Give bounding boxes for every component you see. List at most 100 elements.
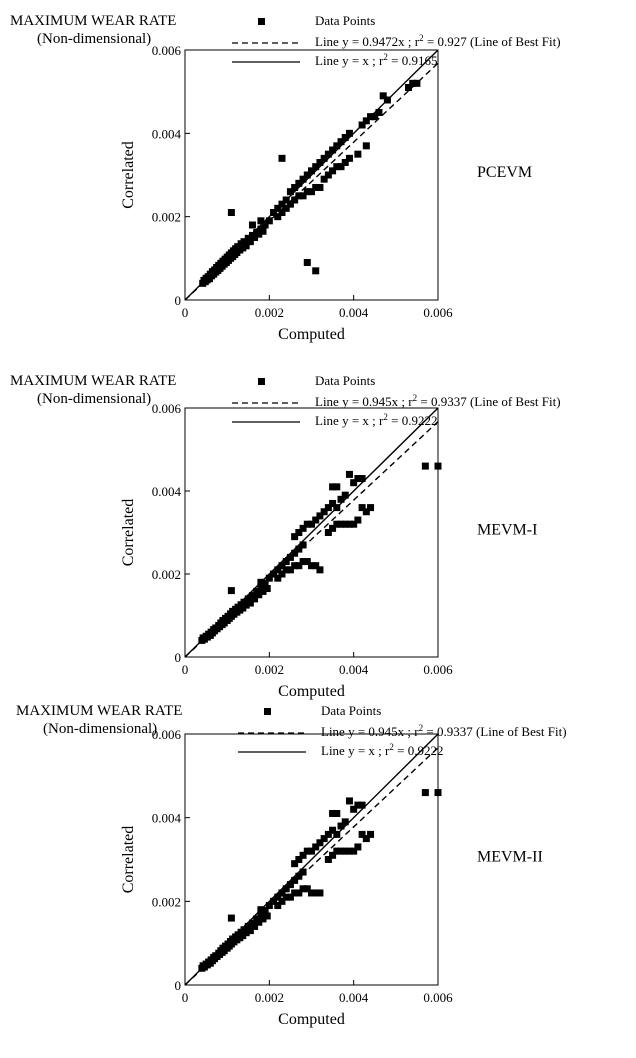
data-point bbox=[421, 462, 429, 470]
data-point bbox=[303, 188, 311, 196]
data-point bbox=[291, 876, 299, 884]
data-point bbox=[295, 562, 303, 570]
data-point bbox=[246, 599, 254, 607]
data-point bbox=[255, 230, 263, 238]
data-point bbox=[345, 154, 353, 162]
data-point bbox=[341, 520, 349, 528]
data-point bbox=[316, 159, 324, 166]
y-axis-label: Correlated bbox=[120, 826, 137, 894]
data-point bbox=[261, 907, 269, 915]
data-point bbox=[324, 171, 332, 179]
data-point bbox=[278, 154, 286, 162]
data-point bbox=[333, 830, 341, 838]
chart-subtitle: (Non-dimensional) bbox=[43, 721, 157, 737]
best-fit-line bbox=[185, 421, 438, 657]
data-point bbox=[316, 184, 324, 191]
x-tick-label: 0.004 bbox=[339, 662, 369, 677]
data-point bbox=[291, 196, 299, 204]
data-point bbox=[278, 200, 286, 208]
data-point bbox=[303, 558, 311, 566]
data-point bbox=[248, 221, 256, 229]
data-point bbox=[257, 583, 265, 591]
data-point bbox=[308, 889, 315, 897]
data-point bbox=[434, 462, 442, 470]
data-point bbox=[312, 562, 320, 570]
data-point bbox=[333, 504, 341, 512]
data-point bbox=[312, 163, 320, 171]
data-point bbox=[282, 558, 290, 566]
data-point bbox=[350, 847, 358, 855]
legend-label-identity-text: Line y = x ; r bbox=[315, 53, 384, 68]
data-point bbox=[299, 868, 307, 876]
legend-label-best-fit-sup: 2 bbox=[419, 33, 424, 43]
best-fit-line bbox=[185, 747, 438, 985]
y-tick-label: 0 bbox=[175, 978, 182, 993]
data-point bbox=[358, 504, 366, 512]
data-point bbox=[259, 587, 267, 595]
plot-frame bbox=[184, 49, 439, 301]
data-point bbox=[282, 885, 290, 893]
data-point bbox=[251, 922, 259, 930]
data-point bbox=[259, 915, 267, 923]
legend-label-best-fit-text: Line y = 0.945x ; r bbox=[315, 394, 413, 409]
data-point bbox=[312, 843, 320, 851]
data-point bbox=[362, 835, 370, 843]
data-point bbox=[350, 520, 358, 528]
data-point bbox=[329, 851, 337, 859]
data-point bbox=[242, 601, 250, 609]
data-point bbox=[286, 188, 294, 196]
data-point bbox=[251, 595, 259, 603]
data-point bbox=[324, 529, 332, 536]
data-point bbox=[337, 847, 345, 855]
data-point bbox=[295, 179, 303, 187]
data-point bbox=[367, 830, 375, 838]
legend-label-best-fit-sup: 2 bbox=[419, 723, 424, 733]
data-point bbox=[282, 196, 290, 204]
data-point bbox=[350, 805, 358, 813]
legend-label-identity-rest: = 0.9222 bbox=[394, 743, 444, 758]
data-point bbox=[299, 558, 307, 566]
panel-label: PCEVM bbox=[477, 164, 532, 181]
data-point bbox=[312, 267, 320, 275]
data-point bbox=[333, 483, 341, 491]
data-point bbox=[367, 504, 375, 512]
data-point bbox=[337, 520, 345, 528]
legend-label-best-fit-text: Line y = 0.945x ; r bbox=[321, 724, 419, 739]
y-tick-label: 0.002 bbox=[152, 894, 181, 909]
data-point bbox=[320, 835, 328, 843]
data-point bbox=[299, 851, 307, 859]
data-point bbox=[257, 217, 265, 225]
data-point bbox=[286, 566, 294, 574]
data-point bbox=[312, 184, 320, 191]
data-point bbox=[242, 242, 250, 250]
data-point bbox=[299, 175, 307, 183]
data-point bbox=[227, 209, 235, 216]
data-point bbox=[345, 797, 353, 805]
data-point bbox=[278, 889, 286, 897]
data-point bbox=[341, 159, 349, 166]
data-point bbox=[295, 872, 303, 880]
data-point bbox=[274, 574, 282, 582]
data-point bbox=[345, 520, 353, 528]
data-point bbox=[251, 234, 259, 241]
y-tick-label: 0.004 bbox=[152, 126, 182, 141]
data-point bbox=[329, 483, 337, 491]
legend-marker-data-points bbox=[258, 18, 265, 25]
data-point bbox=[303, 259, 311, 266]
data-point bbox=[259, 227, 267, 235]
data-point bbox=[367, 113, 375, 121]
data-point bbox=[274, 566, 282, 574]
data-point bbox=[255, 918, 263, 926]
chart-subtitle: (Non-dimensional) bbox=[37, 391, 151, 407]
x-tick-label: 0.004 bbox=[339, 990, 369, 1005]
data-point bbox=[421, 789, 429, 797]
legend-marker-data-points bbox=[258, 378, 265, 385]
plot-frame bbox=[184, 407, 439, 658]
data-point bbox=[291, 889, 299, 897]
chart-panel-3: MAXIMUM WEAR RATE (Non-dimensional) Data P… bbox=[16, 703, 567, 1028]
chart-subtitle: (Non-dimensional) bbox=[37, 31, 151, 47]
legend-marker-data-points bbox=[264, 708, 271, 715]
